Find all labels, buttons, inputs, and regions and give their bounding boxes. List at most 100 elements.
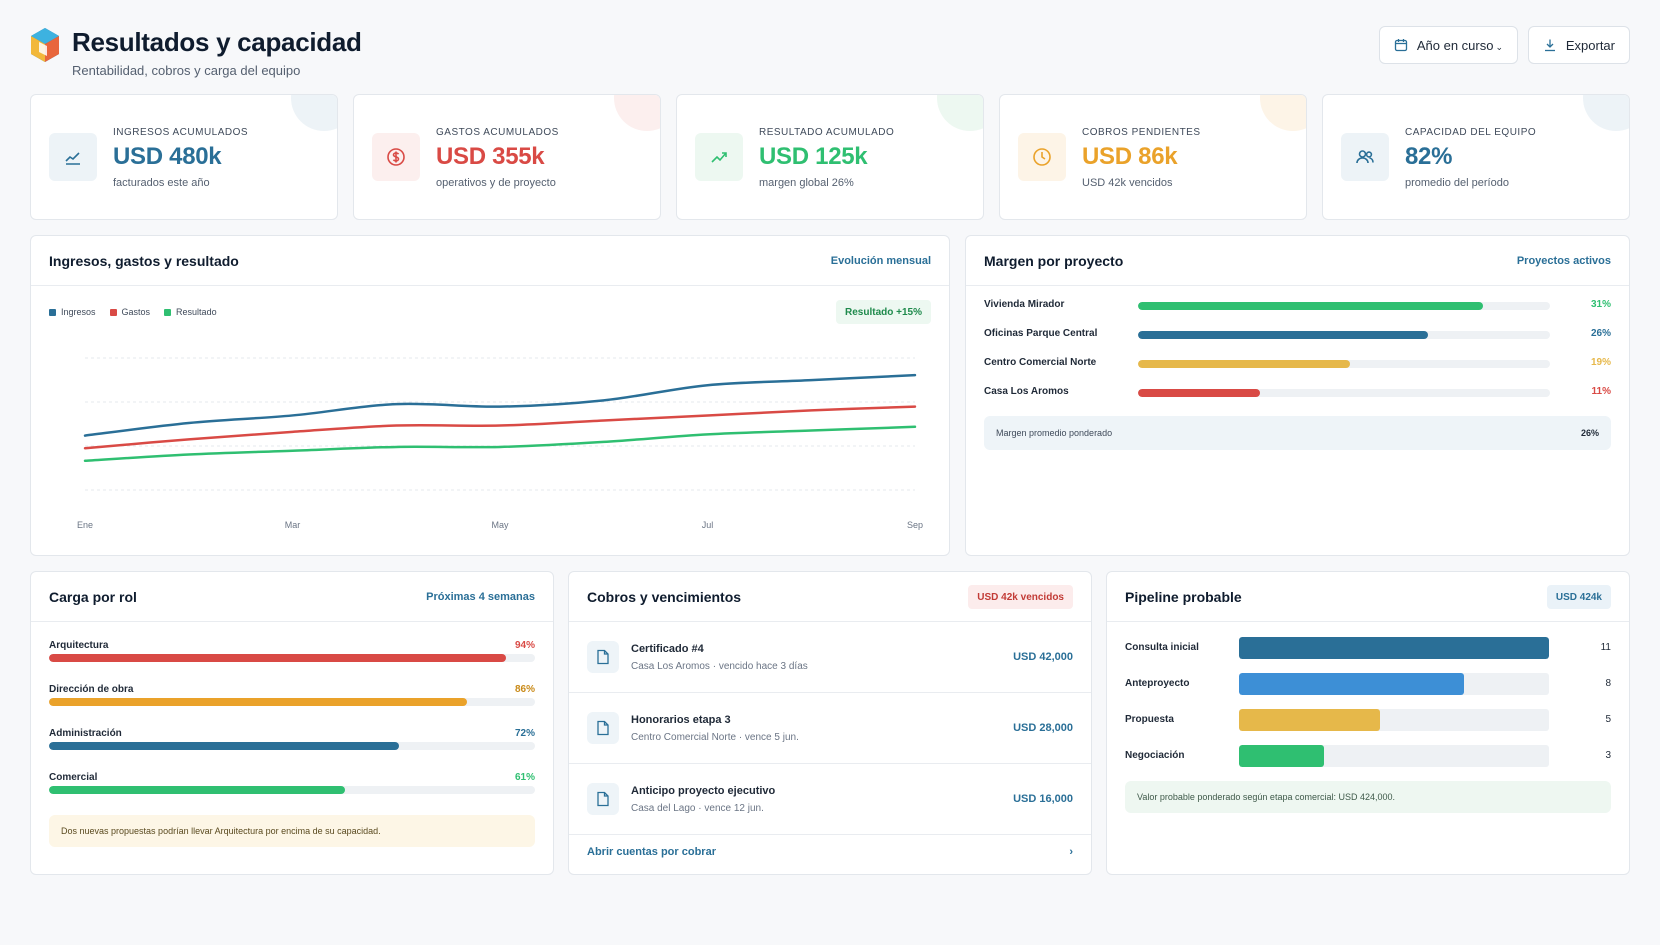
role-load-percent: 72%	[514, 728, 535, 739]
margin-bar-fill	[1138, 389, 1261, 397]
role-load-row: Administración 72%	[49, 728, 535, 758]
kpi-card-capacidad: CAPACIDAD DEL EQUIPO 82% promedio del pe…	[1322, 94, 1630, 220]
role-bar-fill	[49, 786, 346, 794]
receivable-row[interactable]: Certificado #4 Casa Los Aromos · vencido …	[569, 623, 1091, 693]
pipeline-card: Pipeline probable USD 424k Consulta inic…	[1106, 571, 1630, 875]
x-tick-label: Sep	[907, 520, 923, 530]
receivable-detail: Casa del Lago · vence 12 jun.	[631, 803, 764, 814]
receivable-amount: USD 16,000	[1013, 793, 1073, 805]
kpi-value: USD 86k	[1082, 143, 1178, 170]
legend-swatch	[49, 308, 56, 316]
legend-item: Ingresos	[49, 307, 96, 317]
document-icon	[587, 641, 619, 673]
kpi-sub: USD 42k vencidos	[1082, 177, 1173, 189]
trend-card: Ingresos, gastos y resultado Evolución m…	[30, 235, 950, 556]
chevron-right-icon: ›	[1069, 846, 1073, 858]
next-weeks-link[interactable]: Próximas 4 semanas	[426, 591, 535, 603]
trend-chart-icon	[49, 133, 97, 181]
kpi-decoration	[614, 95, 660, 131]
card-title: Margen por proyecto	[984, 253, 1124, 269]
kpi-label: GASTOS ACUMULADOS	[436, 127, 559, 138]
kpi-sub: promedio del período	[1405, 177, 1509, 189]
stage-count: 8	[1605, 678, 1611, 689]
legend-label: Gastos	[121, 307, 151, 317]
document-icon	[587, 783, 619, 815]
card-header: Ingresos, gastos y resultado Evolución m…	[31, 236, 949, 286]
dollar-coin-icon	[372, 133, 420, 181]
margin-bar-track	[1138, 389, 1550, 397]
active-projects-link[interactable]: Proyectos activos	[1516, 255, 1611, 267]
open-receivables-link[interactable]: Abrir cuentas por cobrar ›	[587, 846, 1073, 858]
role-load-row: Arquitectura 94%	[49, 640, 535, 670]
stage-bar-track	[1239, 745, 1549, 767]
kpi-value: USD 125k	[759, 143, 868, 170]
margin-bar-fill	[1138, 302, 1484, 310]
role-bar-track	[49, 698, 535, 706]
stage-count: 5	[1605, 714, 1611, 725]
kpi-decoration	[1260, 95, 1306, 131]
clock-icon	[1018, 133, 1066, 181]
page-title: Resultados y capacidad	[72, 27, 362, 57]
project-margin-row: Casa Los Aromos 11%	[984, 385, 1611, 401]
card-title: Cobros y vencimientos	[587, 589, 742, 605]
role-load-card: Carga por rol Próximas 4 semanas Arquite…	[30, 571, 554, 875]
card-header: Margen por proyecto Proyectos activos	[966, 236, 1629, 286]
pipeline-stage-row: Negociación 3	[1125, 745, 1611, 767]
stage-bar-fill	[1239, 745, 1324, 767]
app-logo	[31, 28, 59, 62]
stage-count: 3	[1605, 750, 1611, 761]
kpi-value: USD 355k	[436, 143, 545, 170]
x-tick-label: Mar	[285, 520, 301, 530]
stage-bar-track	[1239, 673, 1549, 695]
kpi-label: CAPACIDAD DEL EQUIPO	[1405, 127, 1537, 138]
role-bar-fill	[49, 698, 467, 706]
stage-bar-fill	[1239, 709, 1380, 731]
monthly-evolution-link[interactable]: Evolución mensual	[830, 255, 931, 267]
receivable-row[interactable]: Honorarios etapa 3 Centro Comercial Norte…	[569, 694, 1091, 764]
kpi-sub: operativos y de proyecto	[436, 177, 556, 189]
series-line-gastos	[83, 405, 917, 450]
kpi-card-ingresos: INGRESOS ACUMULADOS USD 480k facturados …	[30, 94, 338, 220]
card-header: Cobros y vencimientos USD 42k vencidos	[569, 572, 1091, 622]
users-icon	[1341, 133, 1389, 181]
pipeline-note: Valor probable ponderado según etapa com…	[1125, 781, 1611, 813]
legend-item: Gastos	[109, 307, 151, 317]
page-header: Resultados y capacidad Rentabilidad, cob…	[30, 24, 1630, 80]
role-load-percent: 94%	[514, 640, 535, 651]
export-button[interactable]: Exportar	[1527, 26, 1630, 64]
overdue-badge: USD 42k vencidos	[968, 585, 1073, 609]
legend-label: Ingresos	[61, 307, 96, 317]
role-load-percent: 61%	[514, 772, 535, 783]
receivable-row[interactable]: Anticipo proyecto ejecutivo Casa del Lago…	[569, 765, 1091, 835]
kpi-card-cobros: COBROS PENDIENTES USD 86k USD 42k vencid…	[999, 94, 1307, 220]
series-line-ingresos	[83, 373, 917, 437]
avg-margin-box: Margen promedio ponderado 26%	[984, 416, 1611, 450]
line-chart: Ene Mar May Jul Sep	[77, 357, 923, 530]
receivable-amount: USD 42,000	[1013, 651, 1073, 663]
kpi-decoration	[1583, 95, 1629, 131]
role-bar-track	[49, 786, 535, 794]
role-bar-track	[49, 654, 535, 662]
project-margin-row: Vivienda Mirador 31%	[984, 298, 1611, 314]
margin-bar-fill	[1138, 331, 1428, 339]
legend-swatch	[109, 308, 117, 316]
stage-bar-fill	[1239, 637, 1549, 659]
stage-bar-fill	[1239, 673, 1465, 695]
card-header: Carga por rol Próximas 4 semanas	[31, 572, 553, 622]
margin-percent: 11%	[1591, 386, 1611, 397]
kpi-card-resultado: RESULTADO ACUMULADO USD 125k margen glob…	[676, 94, 984, 220]
kpi-decoration	[937, 95, 983, 131]
project-margin-row: Oficinas Parque Central 26%	[984, 327, 1611, 343]
project-name: Centro Comercial Norte	[984, 357, 1097, 368]
role-load-row: Comercial 61%	[49, 772, 535, 802]
card-title: Ingresos, gastos y resultado	[49, 253, 239, 269]
stage-name: Anteproyecto	[1125, 678, 1190, 689]
pipeline-stage-row: Propuesta 5	[1125, 709, 1611, 731]
kpi-card-gastos: GASTOS ACUMULADOS USD 355k operativos y …	[353, 94, 661, 220]
kpi-value: USD 480k	[113, 143, 222, 170]
margin-bar-track	[1138, 331, 1550, 339]
period-select-button[interactable]: Año en curso ⌄	[1378, 26, 1518, 64]
page-subtitle: Rentabilidad, cobros y carga del equipo	[72, 63, 301, 78]
role-name: Comercial	[49, 772, 98, 783]
chevron-down-icon: ⌄	[1495, 41, 1503, 52]
